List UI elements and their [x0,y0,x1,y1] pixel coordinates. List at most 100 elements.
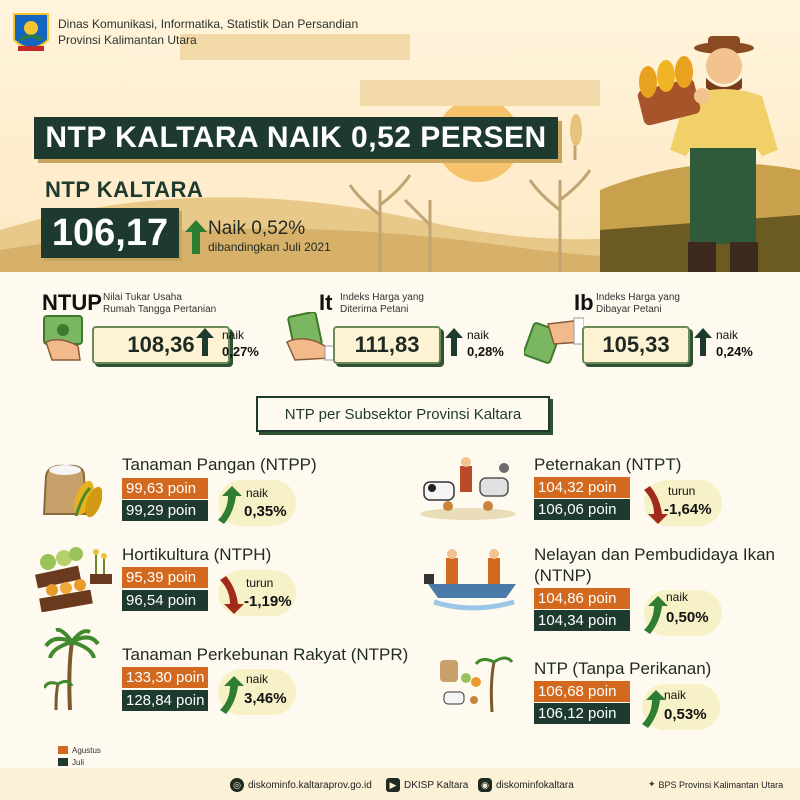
vegetable-crates-icon [35,547,112,612]
legend-label-july: Juli [72,758,85,767]
ntp-label: NTP KALTARA [45,177,204,202]
subsector-name-line2: (NTNP) [534,566,592,585]
index-desc-line2: Rumah Tangga Pertanian [103,304,217,315]
index-desc-line1: Indeks Harga yang [596,292,680,303]
value-august: 104,86 poin [534,588,630,609]
value-august: 104,32 poin [534,477,630,498]
change-direction: naik [666,590,689,604]
value-july: 99,29 poin [122,500,208,521]
curved-up-arrow-icon [644,596,668,634]
footer-instagram[interactable]: ◉ diskominfokaltara [478,778,574,792]
footer-youtube-text: DKISP Kaltara [404,779,469,791]
cash-receive-icon [286,312,340,361]
footer [0,768,800,800]
curved-down-arrow-icon [220,576,244,614]
footer-youtube[interactable]: ▶ DKISP Kaltara [386,778,468,792]
index-direction: naik [222,328,245,342]
curved-up-arrow-icon [220,676,244,714]
change-direction: naik [246,672,269,686]
agency-name: Dinas Komunikasi, Informatika, Statistik… [58,16,358,48]
index-card-ib: Ib Indeks Harga yang Dibayar Petani 105,… [524,288,774,368]
value-august: 106,68 poin [534,681,630,702]
footer-website-text: diskominfo.kaltaraprov.go.id [248,779,372,791]
change-pct: 3,46% [244,690,287,707]
up-arrow-icon [694,328,712,356]
value-july: 106,06 poin [534,499,630,520]
up-arrow-icon [196,328,214,356]
bps-logo-icon: ✦ [648,779,656,789]
index-value: 111,83 [333,326,441,364]
rice-sack-icon [42,464,102,518]
subsector-name: Tanaman Perkebunan Rakyat (NTPR) [122,645,409,664]
change-pct: 0,53% [664,706,707,723]
index-desc: Nilai Tukar Usaha Rumah Tangga Pertanian [103,292,216,316]
footer-source: ✦ BPS Provinsi Kalimantan Utara [648,779,783,790]
index-pct: 0,28% [467,344,504,359]
index-pct: 0,27% [222,344,259,359]
index-desc-line2: Diterima Petani [340,304,409,315]
change-direction: naik [664,688,687,702]
ntp-compare: dibandingkan Juli 2021 [208,240,331,254]
change-pct: -1,19% [244,593,292,610]
change-direction: naik [246,486,269,500]
youtube-icon: ▶ [386,778,400,792]
up-arrow-icon [185,220,207,254]
change-pct: 0,50% [666,609,709,626]
province-logo [13,13,49,51]
value-july: 96,54 poin [122,590,208,611]
index-pct: 0,24% [716,344,753,359]
cash-pay-icon [524,317,584,364]
index-card-it: It Indeks Harga yang Diterima Petani 111… [285,288,525,368]
index-direction: naik [716,328,739,342]
livestock-icon [420,457,516,520]
change-direction: turun [668,484,696,498]
value-august: 99,63 poin [122,478,208,499]
value-july: 104,34 poin [534,610,630,631]
subsector-name-line1: Nelayan dan Pembudidaya Ikan [534,545,775,564]
money-hand-icon [43,315,83,361]
headline: NTP KALTARA NAIK 0,52 PERSEN [34,117,558,159]
index-abbr: Ib [574,290,594,315]
index-desc-line1: Indeks Harga yang [340,292,424,303]
farmer-illustration [637,36,778,272]
change-direction: turun [246,576,274,590]
index-desc-line1: Nilai Tukar Usaha [103,292,182,303]
curved-up-arrow-icon [642,690,666,728]
footer-website[interactable]: ◎ diskominfo.kaltaraprov.go.id [230,778,372,792]
value-july: 128,84 poin [122,690,208,711]
subsector-title: NTP per Subsektor Provinsi Kaltara [256,396,550,432]
change-pct: -1,64% [664,501,712,518]
ntp-change: Naik 0,52% [208,218,306,239]
ntp-value: 106,17 [41,208,179,258]
index-desc-line2: Dibayar Petani [596,304,662,315]
index-card-ntup: NTUP Nilai Tukar Usaha Rumah Tangga Pert… [40,288,280,368]
index-abbr: It [319,290,333,315]
index-desc: Indeks Harga yang Dibayar Petani [596,292,680,316]
legend-swatch-august [58,746,68,754]
value-august: 133,30 poin [122,667,208,688]
change-pct: 0,35% [244,503,287,520]
agency-line2: Provinsi Kalimantan Utara [58,33,197,47]
footer-instagram-text: diskominfokaltara [496,779,574,791]
subsector-name: Tanaman Pangan (NTPP) [122,455,317,474]
index-abbr: NTUP [42,290,102,315]
subsector-name: NTP (Tanpa Perikanan) [534,659,712,678]
footer-source-text: BPS Provinsi Kalimantan Utara [658,779,784,790]
globe-icon: ◎ [230,778,244,792]
subsector-name: Hortikultura (NTPH) [122,545,272,564]
value-july: 106,12 poin [534,703,630,724]
up-arrow-icon [445,328,463,356]
agency-line1: Dinas Komunikasi, Informatika, Statistik… [58,17,359,31]
subsector-name: Peternakan (NTPT) [534,455,682,474]
legend-swatch-july [58,758,68,766]
curved-up-arrow-icon [218,486,242,524]
value-august: 95,39 poin [122,567,208,588]
palm-tree-icon [44,628,100,710]
curved-down-arrow-icon [644,486,668,524]
index-direction: naik [467,328,490,342]
fishing-boat-icon [424,549,516,611]
combined-agriculture-icon [440,656,514,712]
index-desc: Indeks Harga yang Diterima Petani [340,292,424,316]
index-value: 105,33 [582,326,690,364]
instagram-icon: ◉ [478,778,492,792]
